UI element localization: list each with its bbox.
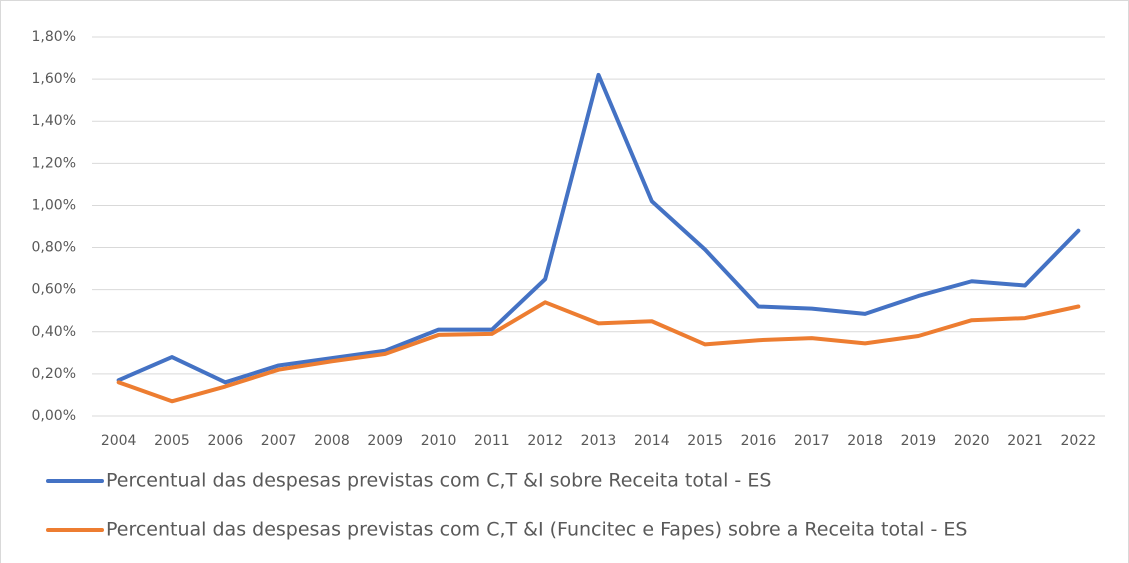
y-tick-label: 1,80%	[32, 29, 76, 45]
x-tick-label: 2019	[901, 433, 937, 449]
x-tick-label: 2016	[741, 433, 777, 449]
y-tick-label: 1,60%	[32, 71, 76, 87]
x-tick-label: 2015	[687, 433, 723, 449]
y-tick-label: 0,40%	[32, 324, 76, 340]
y-tick-label: 0,80%	[32, 240, 76, 256]
x-tick-label: 2018	[847, 433, 883, 449]
y-tick-label: 1,40%	[32, 113, 76, 129]
x-tick-label: 2008	[314, 433, 350, 449]
y-tick-label: 1,00%	[32, 197, 76, 213]
x-tick-label: 2022	[1061, 433, 1097, 449]
x-tick-label: 2013	[581, 433, 617, 449]
x-tick-label: 2006	[207, 433, 243, 449]
y-tick-label: 0,20%	[32, 366, 76, 382]
x-tick-label: 2012	[527, 433, 563, 449]
y-tick-label: 0,60%	[32, 282, 76, 298]
x-tick-label: 2020	[954, 433, 990, 449]
legend-label: Percentual das despesas previstas com C,…	[106, 519, 967, 541]
x-tick-label: 2017	[794, 433, 830, 449]
x-tick-label: 2021	[1007, 433, 1043, 449]
x-tick-label: 2007	[261, 433, 297, 449]
x-tick-label: 2014	[634, 433, 670, 449]
y-tick-label: 0,00%	[32, 408, 76, 424]
series-line	[116, 300, 1081, 404]
series-line	[116, 72, 1081, 385]
x-tick-label: 2005	[154, 433, 190, 449]
y-tick-label: 1,20%	[32, 155, 76, 171]
x-tick-label: 2009	[367, 433, 403, 449]
x-tick-label: 2004	[101, 433, 137, 449]
legend-label: Percentual das despesas previstas com C,…	[106, 470, 771, 492]
x-tick-label: 2010	[421, 433, 457, 449]
x-tick-label: 2011	[474, 433, 510, 449]
